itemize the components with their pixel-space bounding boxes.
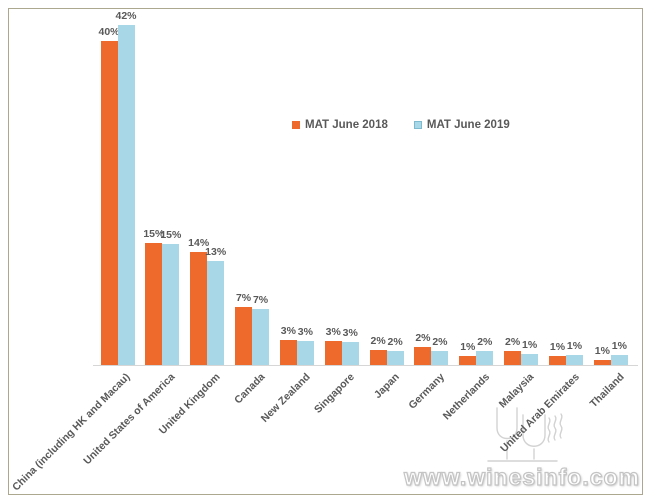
bar-2018 bbox=[369, 349, 387, 365]
wine-glasses-watermark-icon bbox=[487, 407, 563, 462]
watermark-url: www.winesinfo.com bbox=[403, 463, 640, 490]
bar-2019 bbox=[521, 354, 539, 365]
bar-2019 bbox=[252, 309, 270, 365]
bar-2018 bbox=[100, 41, 118, 365]
bar-2019 bbox=[431, 350, 449, 365]
value-label-2018: 7% bbox=[235, 292, 252, 305]
value-label-2019: 42% bbox=[115, 9, 137, 22]
bar-2019 bbox=[566, 354, 583, 365]
value-label-2019: 7% bbox=[252, 294, 269, 307]
bar-2019 bbox=[386, 350, 404, 365]
value-label-2018: 14% bbox=[188, 237, 210, 250]
value-label-2019: 1% bbox=[522, 339, 538, 352]
bar-2019 bbox=[476, 350, 494, 365]
legend-label-2018: MAT June 2018 bbox=[305, 119, 388, 131]
legend-label-2019: MAT June 2019 bbox=[426, 119, 510, 131]
value-label-2018: 3% bbox=[325, 325, 341, 338]
value-label-2019: 3% bbox=[297, 325, 313, 338]
value-label-2018: 1% bbox=[594, 345, 610, 358]
value-label-2019: 1% bbox=[566, 339, 583, 352]
value-label-2018: 2% bbox=[370, 334, 386, 347]
bar-2019 bbox=[162, 244, 180, 365]
value-label-2018: 2% bbox=[415, 332, 431, 345]
value-label-2019: 3% bbox=[342, 326, 358, 339]
bar-2018 bbox=[279, 339, 297, 365]
value-label-2018: 2% bbox=[505, 335, 521, 348]
bar-2018 bbox=[235, 307, 253, 365]
chart-frame-border bbox=[8, 8, 643, 495]
value-label-2018: 3% bbox=[280, 324, 296, 337]
value-label-2018: 40% bbox=[98, 26, 120, 38]
bar-2018 bbox=[190, 252, 208, 365]
bar-2018 bbox=[504, 350, 522, 365]
legend-item-2019: MAT June 2019 bbox=[413, 119, 510, 131]
legend-swatch-2019-icon bbox=[413, 121, 422, 129]
bar-2019 bbox=[341, 341, 359, 365]
value-label-2019: 2% bbox=[432, 335, 448, 348]
bar-2018 bbox=[324, 340, 342, 365]
bar-2018 bbox=[145, 242, 163, 365]
bar-2019 bbox=[207, 260, 225, 365]
bar-2018 bbox=[549, 356, 566, 365]
legend: MAT June 2018 MAT June 2019 bbox=[292, 119, 510, 131]
value-label-2019: 13% bbox=[205, 245, 227, 258]
value-label-2019: 1% bbox=[611, 339, 627, 352]
bar-2018 bbox=[593, 360, 611, 365]
value-label-2019: 2% bbox=[477, 335, 493, 348]
value-label-2018: 1% bbox=[549, 341, 566, 354]
bar-2018 bbox=[459, 356, 477, 365]
bar-2018 bbox=[414, 347, 432, 365]
value-label-2018: 1% bbox=[460, 341, 476, 354]
bar-2019 bbox=[610, 354, 628, 365]
legend-item-2018: MAT June 2018 bbox=[292, 119, 388, 131]
x-axis-line bbox=[93, 365, 638, 366]
value-label-2019: 15% bbox=[160, 229, 182, 242]
legend-swatch-2018-icon bbox=[292, 121, 300, 129]
bar-2019 bbox=[296, 340, 314, 365]
value-label-2019: 2% bbox=[387, 335, 403, 348]
bar-2019 bbox=[117, 24, 135, 365]
value-label-2018: 15% bbox=[143, 227, 165, 240]
